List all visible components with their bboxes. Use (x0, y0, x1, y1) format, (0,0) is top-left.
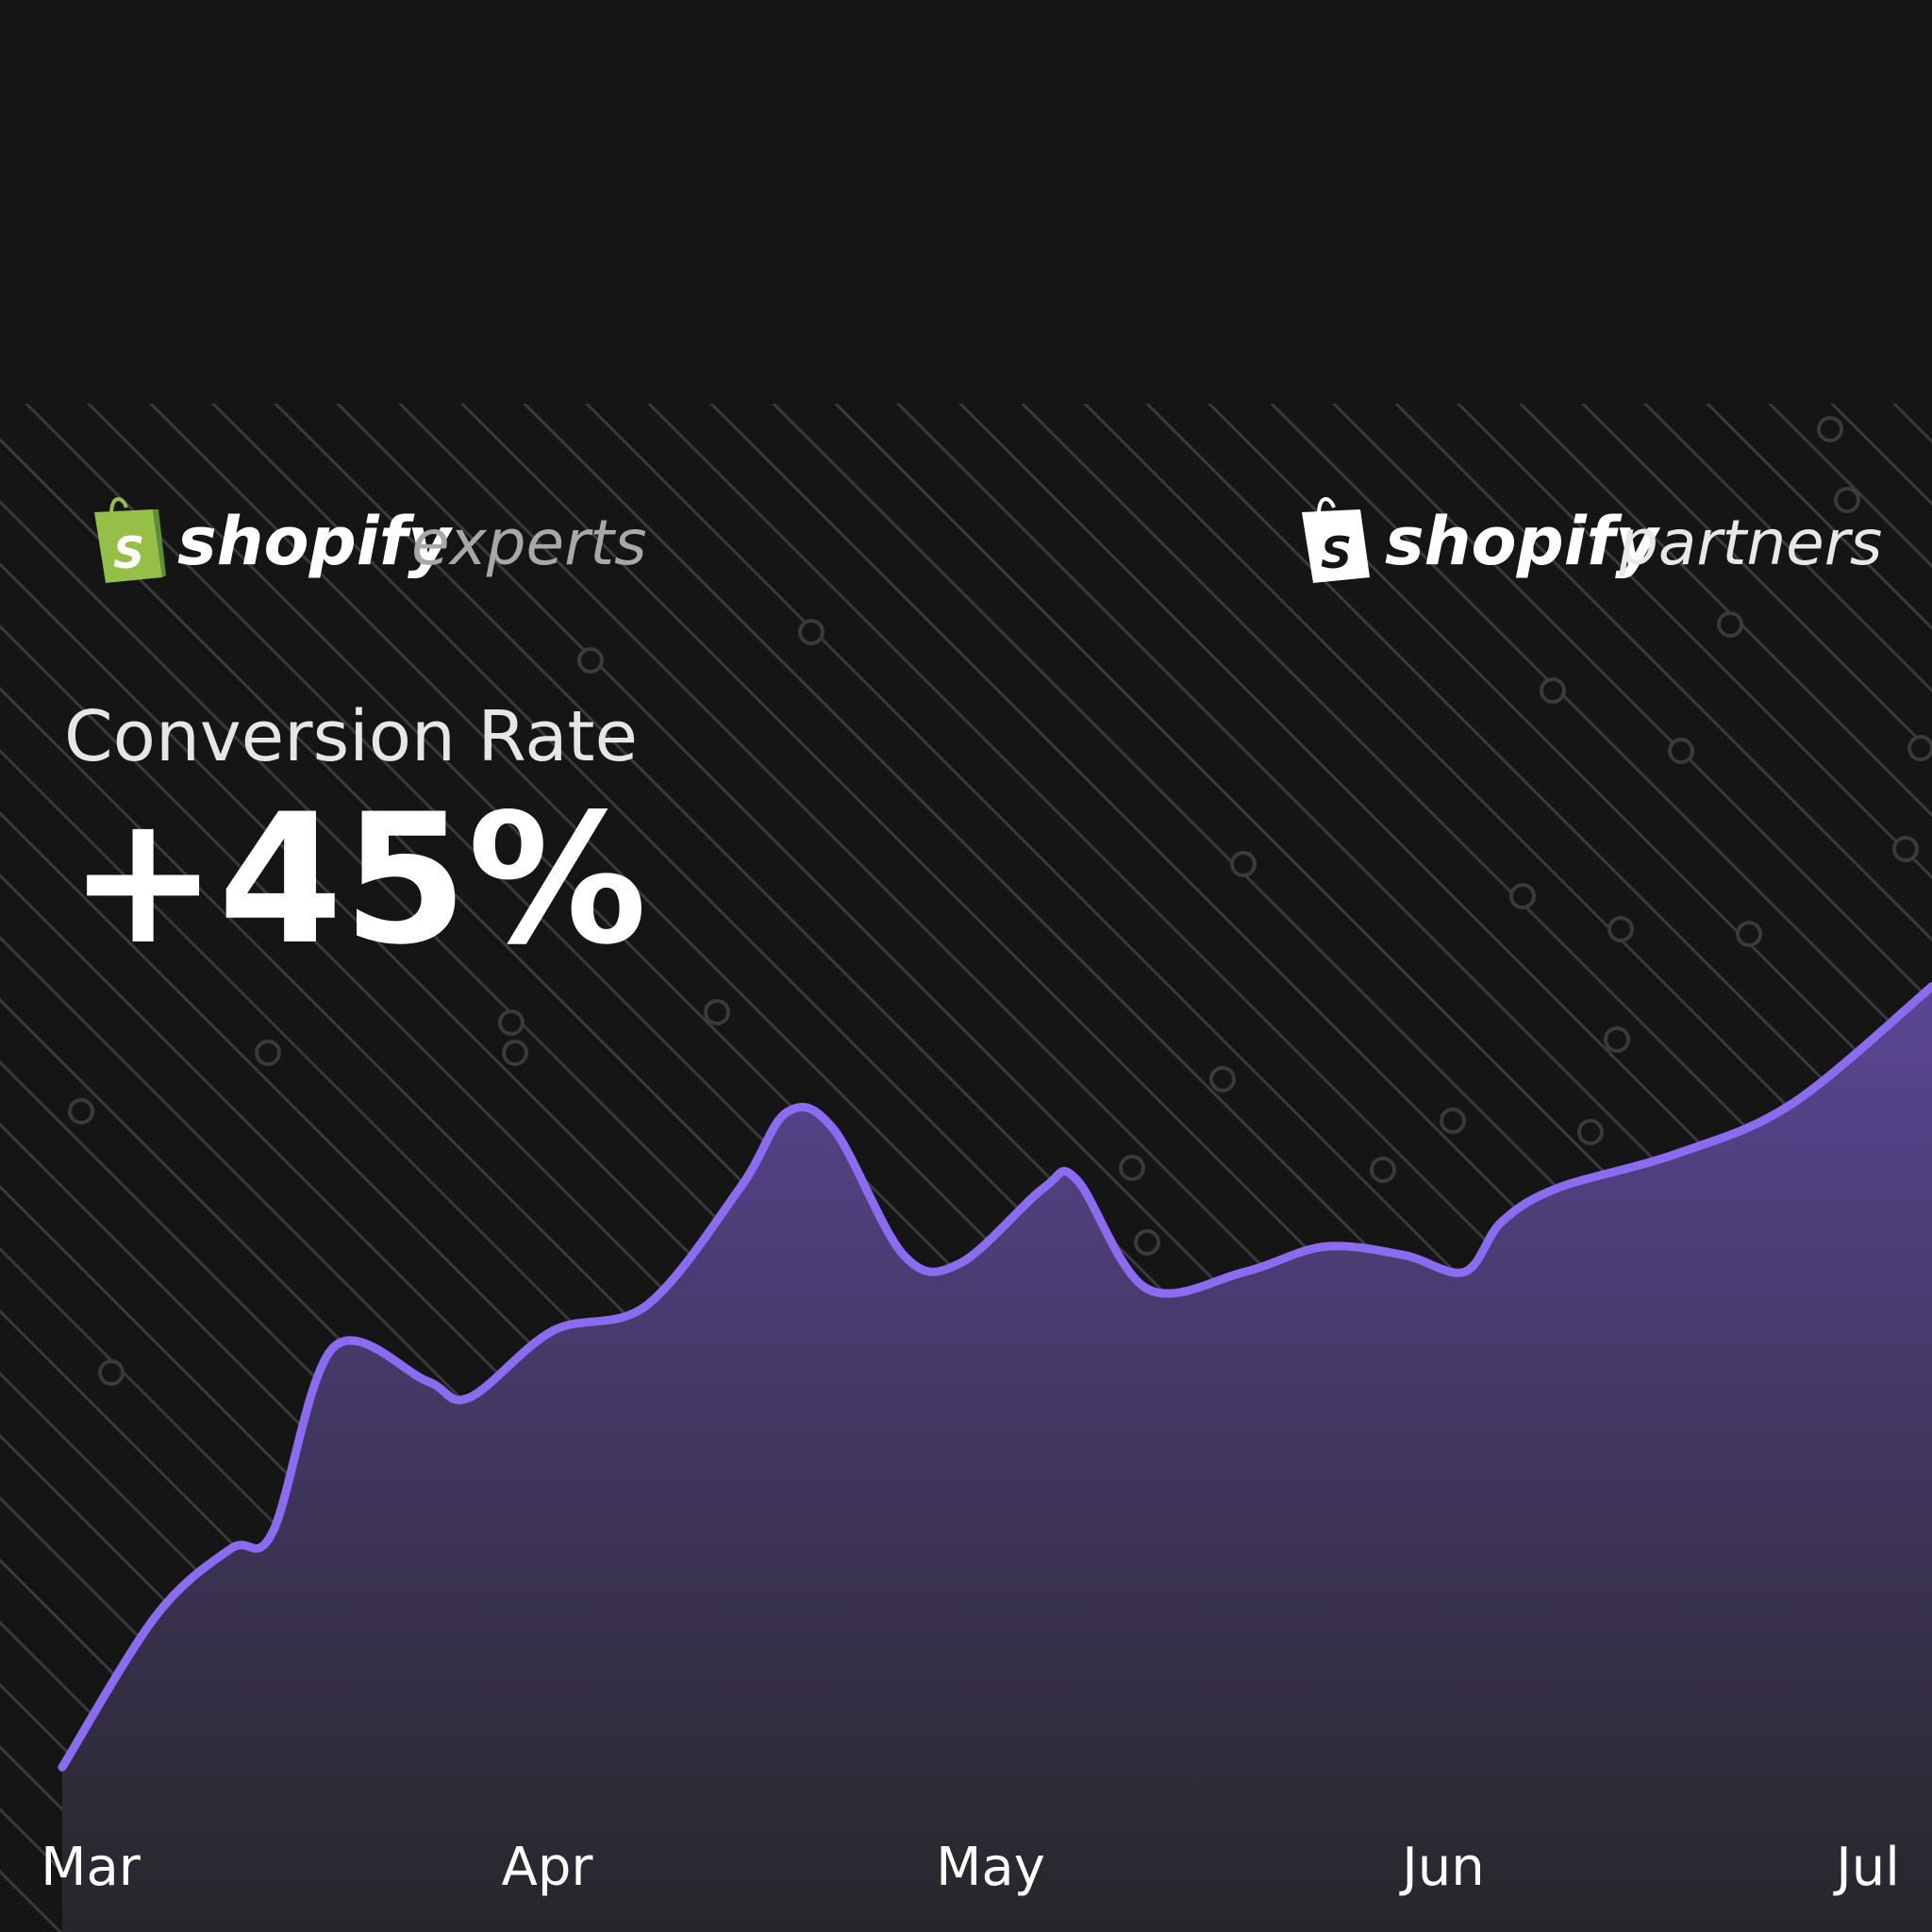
circuit-node (1209, 1066, 1236, 1092)
x-tick-label: Apr (502, 1837, 594, 1898)
circuit-node (1370, 1157, 1396, 1183)
area-fill (62, 986, 1932, 1932)
circuit-node (1440, 1108, 1466, 1134)
x-tick-label: May (936, 1837, 1045, 1898)
shopping-bag-icon: S (1302, 497, 1370, 583)
circuit-node (1577, 1119, 1604, 1145)
circuit-node (1119, 1155, 1145, 1181)
circuit-node (1509, 883, 1536, 909)
circuit-node (1668, 738, 1694, 764)
circuit-node (798, 619, 824, 645)
circuit-node (1834, 487, 1860, 513)
metric-value: +45% (68, 775, 647, 984)
circuit-node (704, 999, 730, 1025)
circuit-node (577, 647, 604, 674)
x-tick-label: Jun (1399, 1837, 1485, 1898)
circuit-node (1892, 836, 1919, 862)
circuit-node (68, 1098, 94, 1124)
circuit-line (1331, 404, 1932, 1005)
logo-suffix: experts (411, 507, 647, 579)
x-tick-label: Mar (41, 1837, 142, 1898)
circuit-line (1580, 404, 1932, 756)
circuit-node (255, 1040, 281, 1066)
circuit-node (1907, 735, 1932, 761)
circuit-line (708, 404, 1932, 1627)
circuit-node (498, 1009, 525, 1036)
circuit-node (502, 1040, 528, 1066)
circuit-node (1817, 416, 1843, 442)
metric-label: Conversion Rate (64, 696, 638, 777)
circuit-node (1604, 1026, 1630, 1053)
circuit-line (1269, 404, 1932, 1067)
bag-letter: S (113, 527, 144, 578)
series-line (58, 982, 1932, 1772)
circuit-line (1456, 404, 1932, 880)
x-tick-label: Jul (1833, 1837, 1900, 1898)
circuit-node (1230, 851, 1257, 877)
circuit-node (1736, 921, 1762, 947)
logo-word: shopify (177, 503, 454, 580)
circuit-line (646, 404, 1932, 1690)
logo-suffix: partners (1618, 507, 1882, 579)
x-axis: Mar Apr May Jun Jul (41, 1837, 1900, 1898)
shopping-bag-icon: S (94, 497, 166, 583)
circuit-node (98, 1359, 125, 1386)
circuit-node (1540, 677, 1566, 704)
shopify-partners-logo: S shopify partners (1302, 497, 1882, 583)
logo-word: shopify (1385, 503, 1661, 580)
circuit-line (1518, 404, 1932, 818)
shopify-experts-logo: S shopify experts (94, 497, 647, 583)
bag-letter: S (1321, 527, 1352, 578)
circuit-line (1393, 404, 1932, 942)
circuit-node (1717, 611, 1743, 638)
circuit-line (1207, 404, 1932, 1129)
circuit-line (0, 1682, 250, 1932)
circuit-node (1134, 1229, 1160, 1256)
circuit-node (1607, 916, 1634, 942)
circuit-line (1642, 404, 1932, 693)
circuit-line (771, 404, 1932, 1565)
